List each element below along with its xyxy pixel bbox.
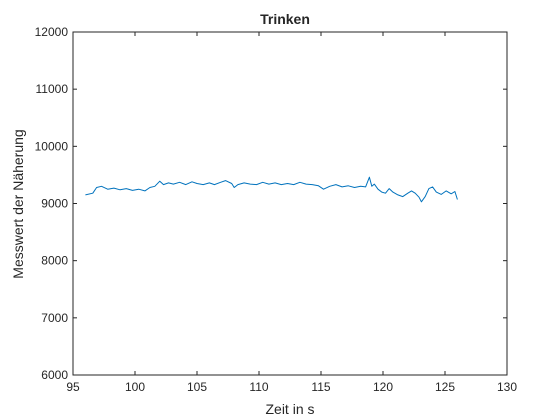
y-tick-label: 8000 (41, 254, 68, 268)
ticks: 95 100 105 110 115 120 125 130 6000 7000 8000 9000 1… (35, 25, 518, 394)
x-axis-label: Zeit in s (265, 401, 314, 417)
x-tick-label: 125 (435, 380, 455, 394)
x-tick-label: 100 (125, 380, 145, 394)
y-tick-label: 6000 (41, 368, 68, 382)
y-tick-label: 7000 (41, 311, 68, 325)
plot-area (72, 31, 508, 376)
y-axis-label: Messwert der Näherung (10, 129, 26, 278)
x-tick-label: 120 (373, 380, 393, 394)
x-tick-label: 130 (497, 380, 517, 394)
x-tick-label: 105 (187, 380, 207, 394)
y-tick-label: 12000 (35, 25, 69, 39)
series-line (85, 176, 458, 203)
axes (72, 31, 508, 376)
x-tick-label: 95 (66, 380, 80, 394)
chart-title: Trinken (260, 11, 310, 27)
y-tick-label: 10000 (35, 139, 69, 153)
x-tick-label: 110 (249, 380, 268, 394)
x-tick-label: 115 (311, 380, 330, 394)
y-tick-label: 9000 (41, 197, 68, 211)
series-layer (85, 176, 458, 203)
y-tick-label: 11000 (36, 82, 69, 96)
